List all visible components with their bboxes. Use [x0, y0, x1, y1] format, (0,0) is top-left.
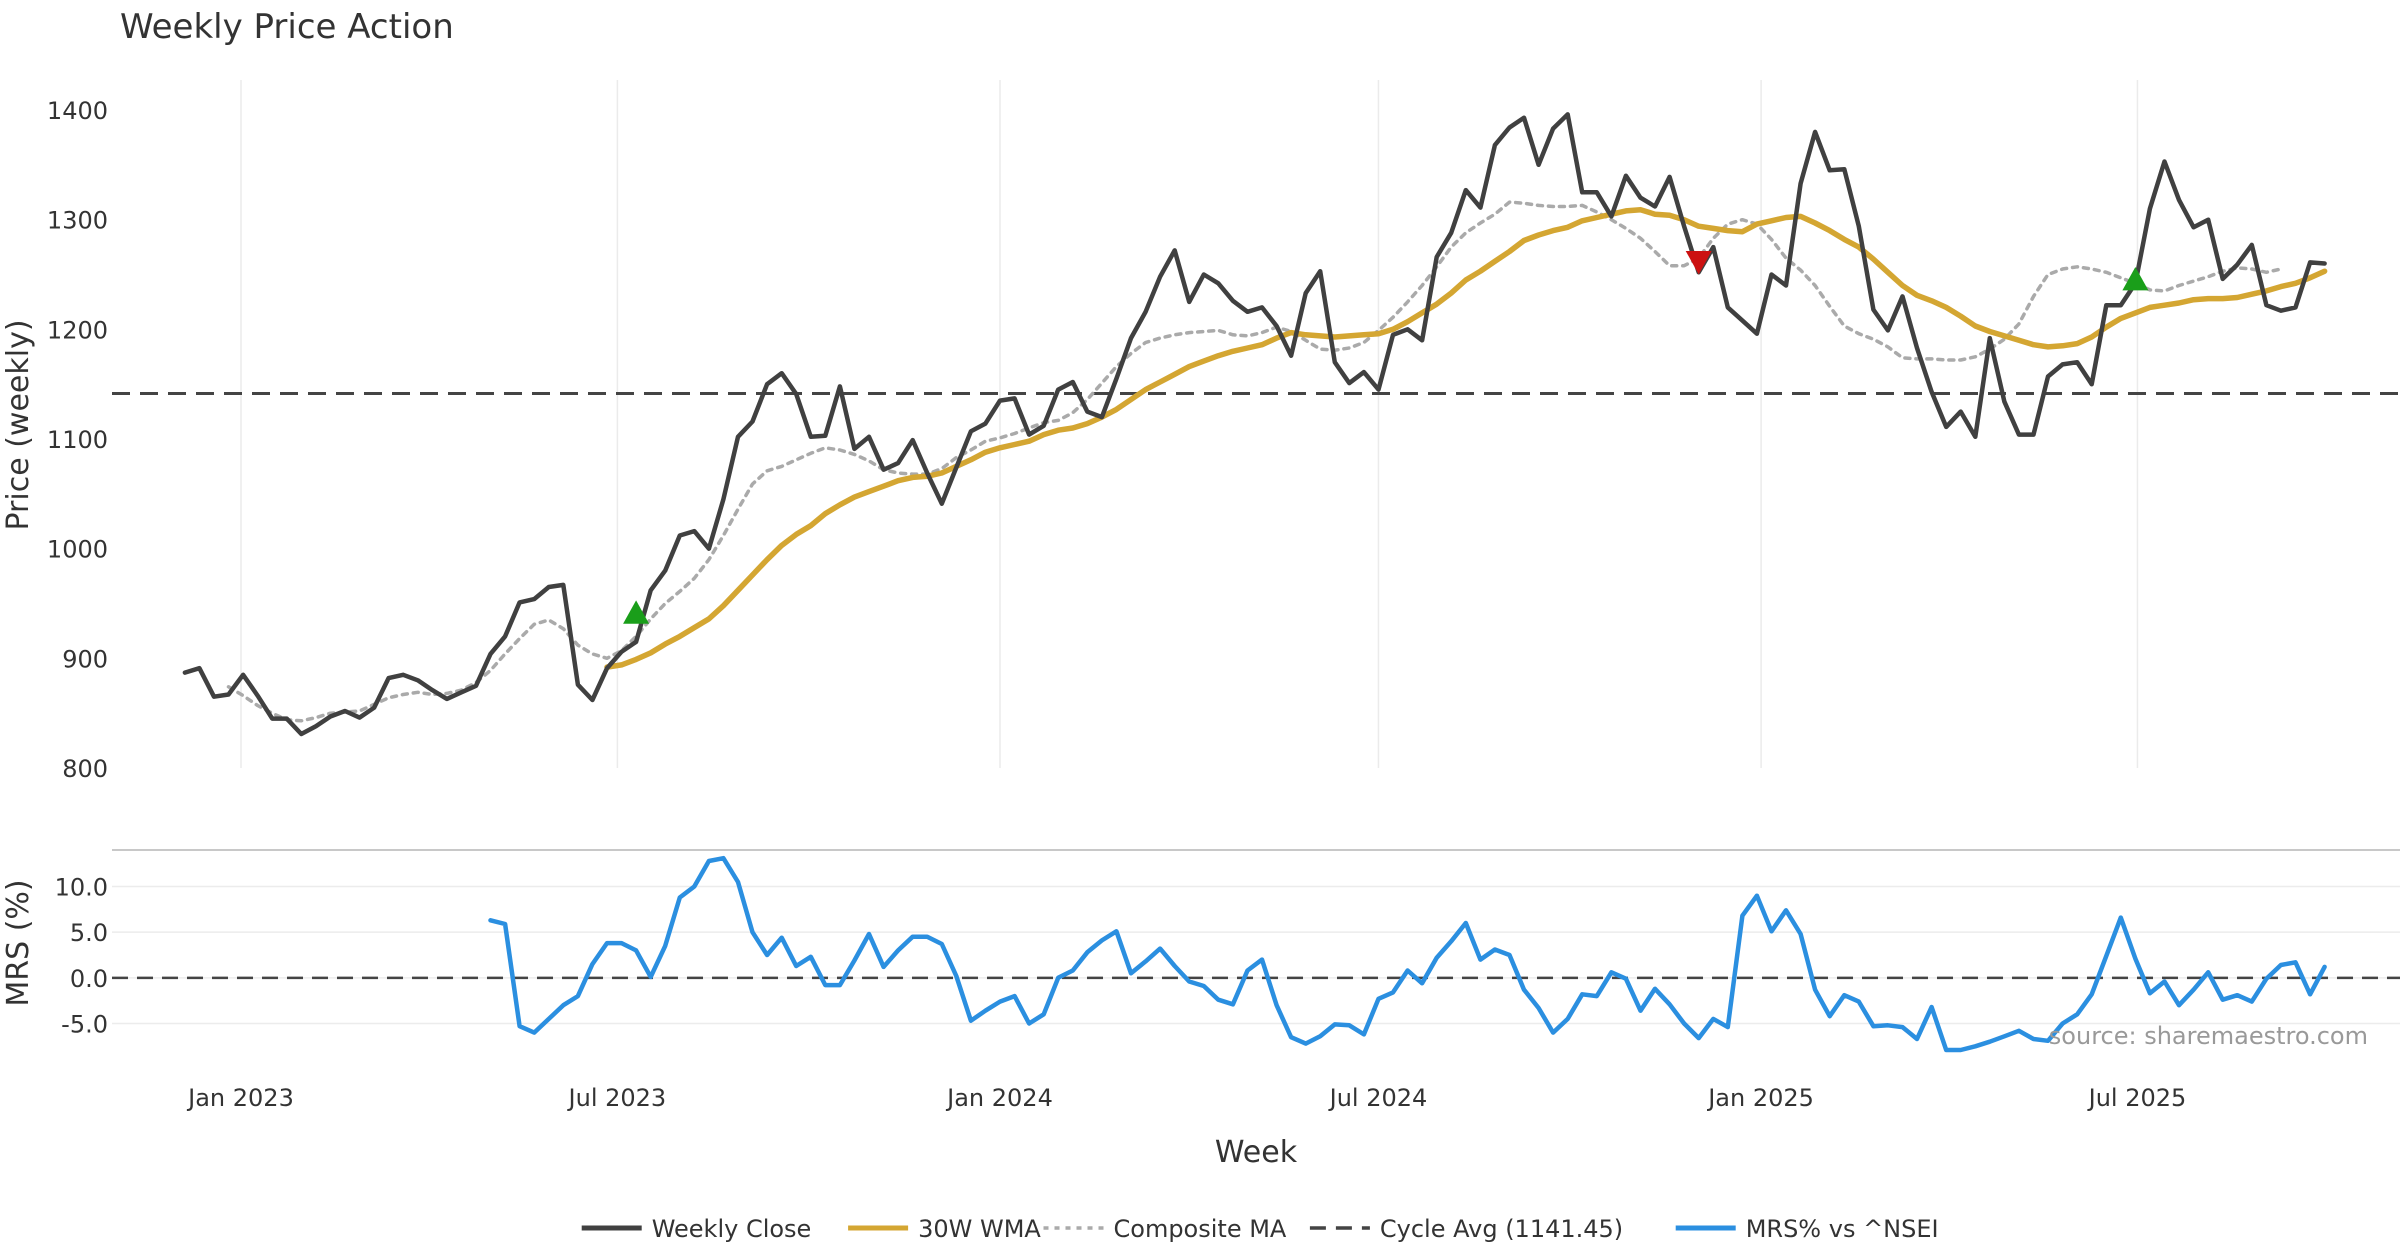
sell-signal-marker	[1685, 250, 1712, 275]
chart-title: Weekly Price Action	[120, 7, 454, 47]
watermark: source: sharemaestro.com	[2049, 1022, 2368, 1050]
price-y-axis-label: Price (weekly)	[1, 319, 36, 530]
axes: Jan 2023 Jul 2023 Jan 2024 Jul 2024 Jan 2025…	[47, 97, 2400, 1112]
buy-signal-marker	[2122, 266, 2149, 291]
legend-item: Weekly Close	[581, 1215, 812, 1243]
price-y-tick-label: 800	[62, 755, 108, 783]
legend-label: Cycle Avg (1141.45)	[1380, 1215, 1623, 1243]
buy-signal-marker	[623, 600, 650, 624]
legend-item: Composite MA	[1043, 1215, 1287, 1243]
x-tick-label: Jul 2024	[1328, 1084, 1428, 1112]
legend-item: Cycle Avg (1141.45)	[1309, 1215, 1623, 1243]
price-panel	[112, 112, 2400, 737]
legend-label: 30W WMA	[918, 1215, 1041, 1243]
x-tick-label: Jan 2024	[945, 1084, 1053, 1112]
wma-30w-line	[604, 207, 2328, 670]
x-tick-label: Jul 2025	[2087, 1084, 2187, 1112]
price-y-tick-label: 900	[62, 645, 108, 673]
price-y-tick-label: 1300	[47, 207, 108, 235]
price-y-tick-label: 1400	[47, 97, 108, 125]
mrs-y-tick-label: 5.0	[70, 919, 108, 947]
price-y-tick-label: 1200	[47, 316, 108, 344]
weekly-close-line	[182, 112, 2327, 737]
price-y-tick-label: 1000	[47, 536, 108, 564]
mrs-y-axis-label: MRS (%)	[1, 879, 36, 1006]
mrs-line	[488, 855, 2327, 1053]
mrs-y-tick-label: -5.0	[61, 1010, 108, 1038]
mrs-panel	[112, 855, 2400, 1053]
mrs-y-tick-label: 10.0	[55, 874, 108, 902]
x-tick-label: Jan 2023	[186, 1084, 294, 1112]
x-tick-label: Jul 2023	[567, 1084, 667, 1112]
legend-item: MRS% vs ^NSEI	[1675, 1215, 1939, 1243]
legend-label: Weekly Close	[652, 1215, 812, 1243]
legend-item: 30W WMA	[848, 1215, 1041, 1243]
x-tick-label: Jan 2025	[1706, 1084, 1814, 1112]
composite-ma-line	[226, 200, 2283, 723]
price-y-tick-label: 1100	[47, 426, 108, 454]
legend: Weekly Close 30W WMA Composite MA Cycle Avg…	[581, 1215, 1939, 1243]
grid	[112, 80, 2400, 1025]
legend-label: Composite MA	[1114, 1215, 1287, 1243]
legend-label: MRS% vs ^NSEI	[1746, 1215, 1939, 1243]
x-axis-label: Week	[1215, 1135, 1298, 1170]
mrs-y-tick-label: 0.0	[70, 965, 108, 993]
